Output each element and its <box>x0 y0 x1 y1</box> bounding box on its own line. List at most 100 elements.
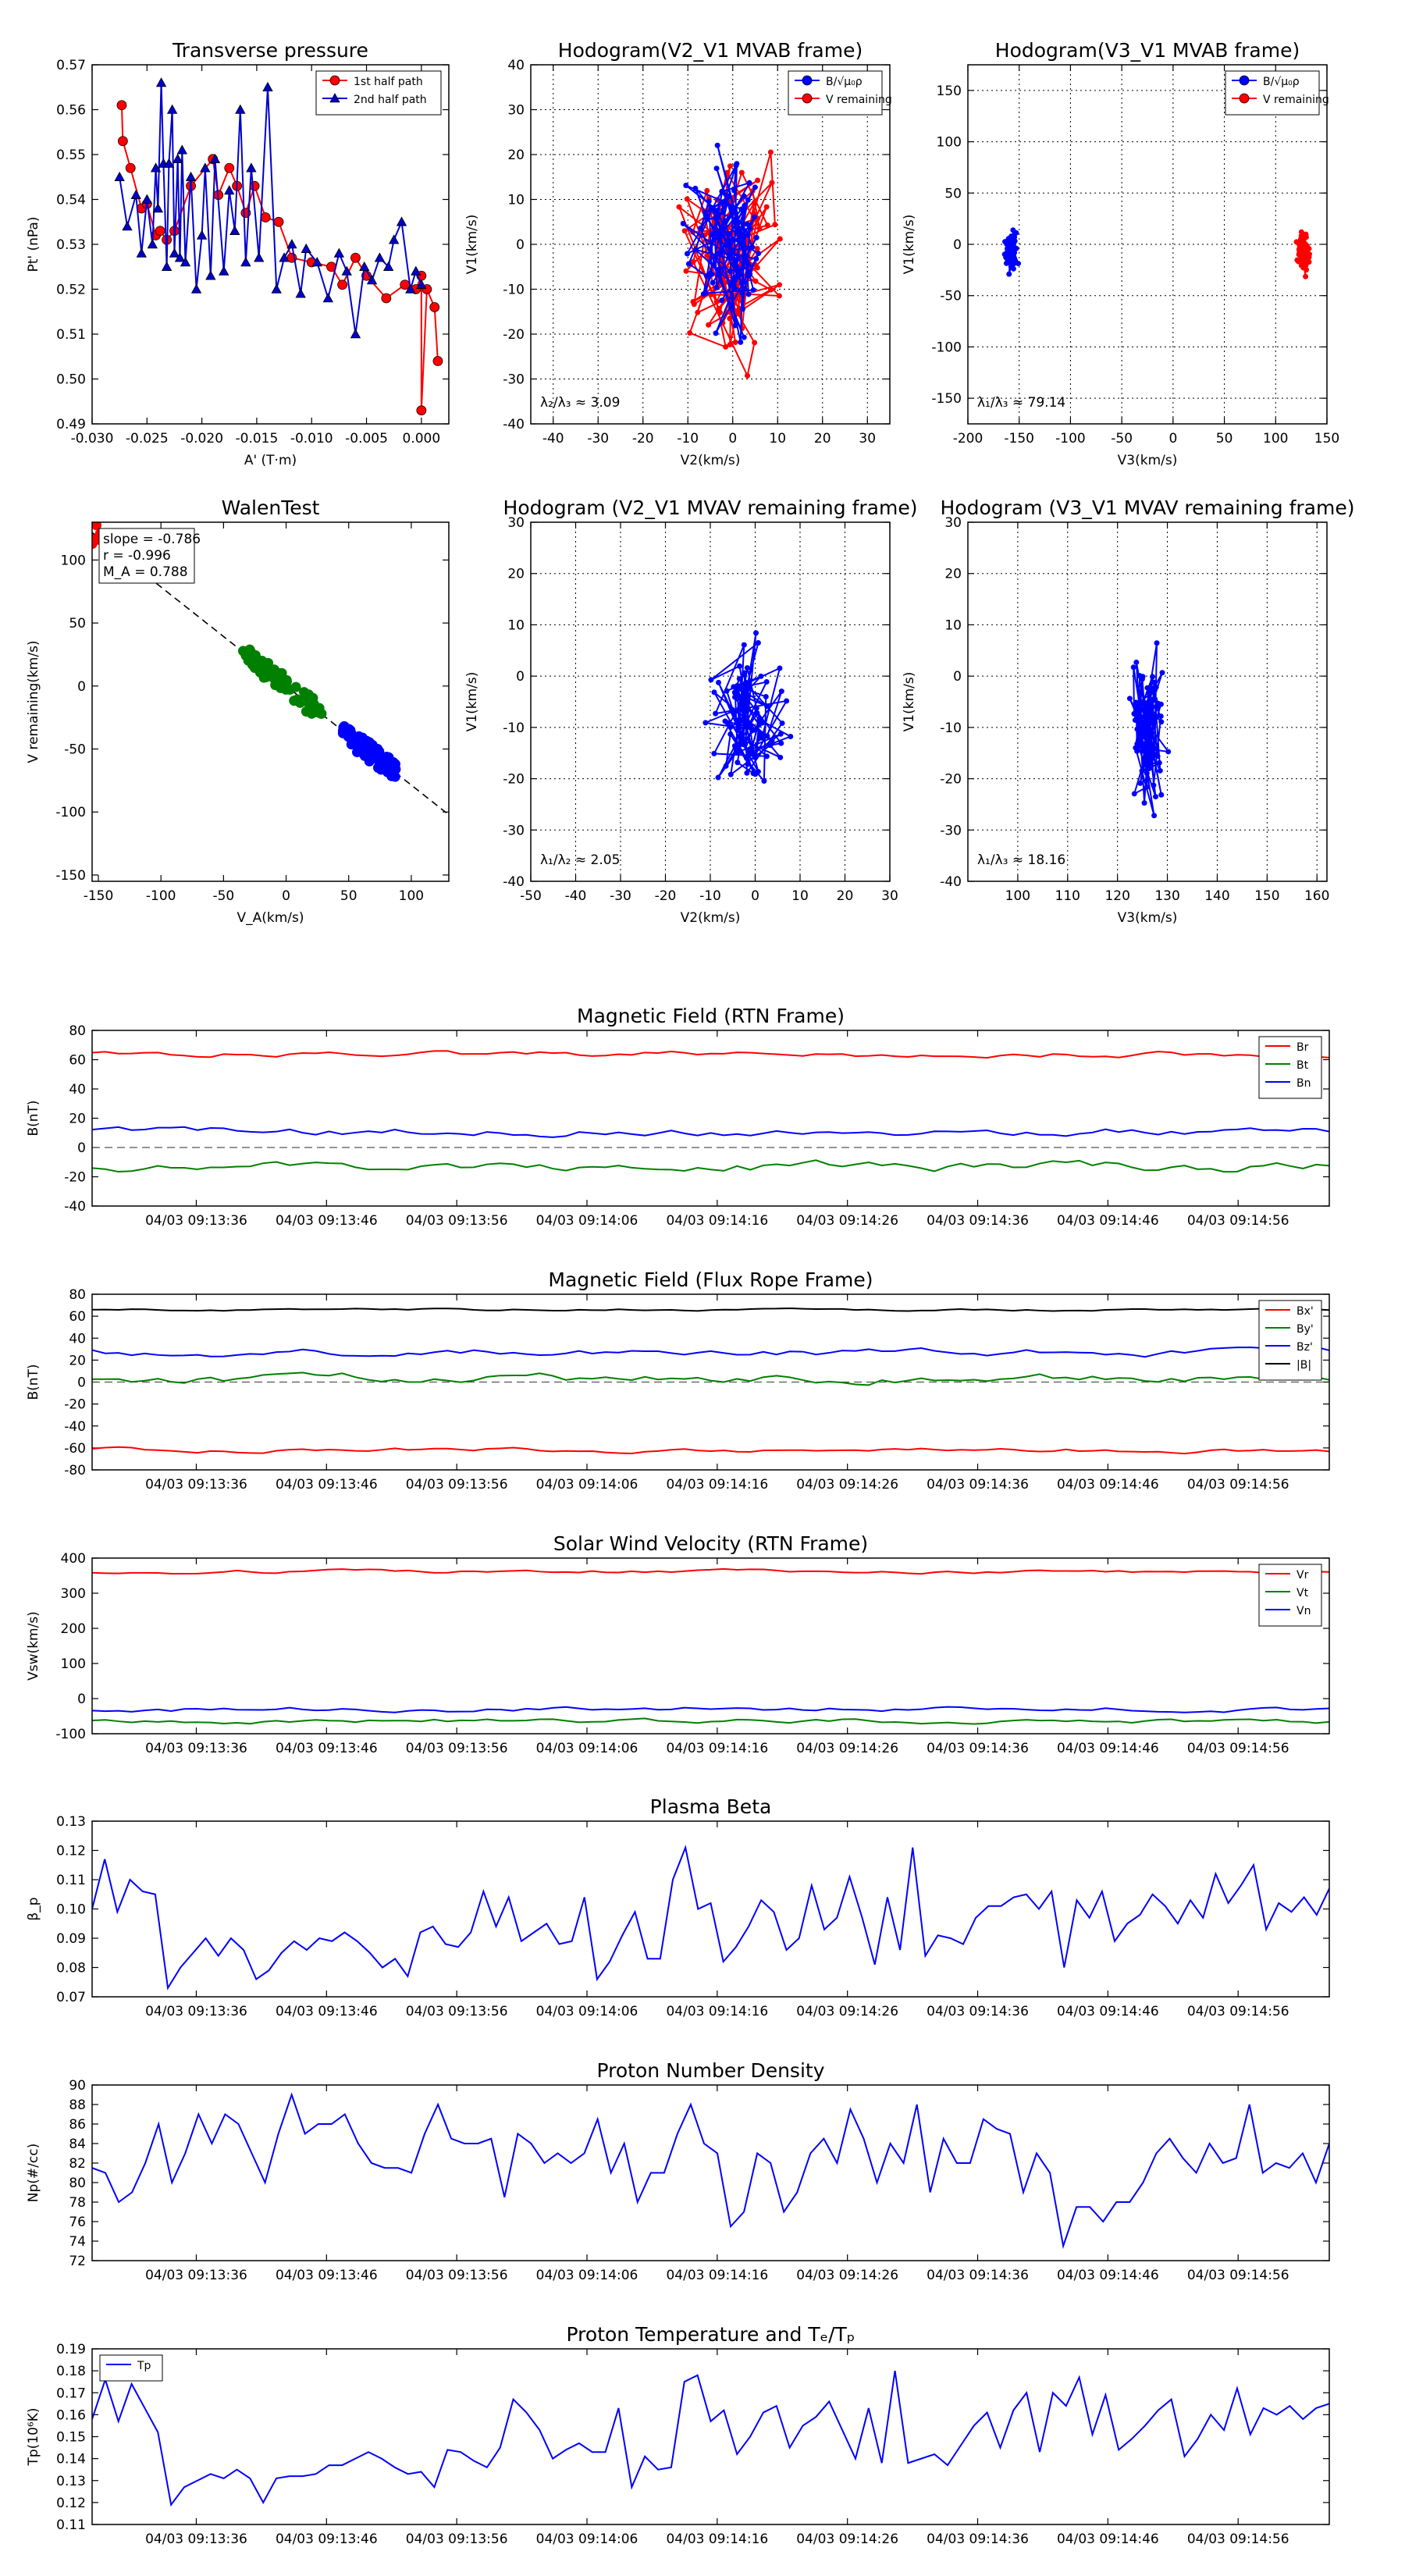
legend-entry: Vn <box>1297 1605 1311 1617</box>
data-point <box>1012 259 1019 265</box>
x-tick-label: -0.015 <box>236 431 279 447</box>
data-point <box>224 185 235 195</box>
x-tick-label: -100 <box>1055 431 1086 447</box>
data-point <box>717 233 723 239</box>
lambda-ratio-annotation: λ₁/λ₃ ≈ 18.16 <box>977 852 1065 868</box>
x-tick-label: 04/03 09:14:36 <box>927 1477 1029 1493</box>
series-line <box>92 1706 1329 1713</box>
data-point <box>224 162 235 173</box>
chart-h4: Hodogram (V3_V1 MVAV remaining frame) -40… <box>902 496 1354 926</box>
data-point <box>752 630 759 636</box>
data-point <box>706 322 712 328</box>
series-line <box>92 1159 1329 1173</box>
x-tick-label: 04/03 09:13:56 <box>406 2268 508 2283</box>
x-axis-label: V3(km/s) <box>1118 453 1178 468</box>
y-axis-label: Np(#/cc) <box>26 2144 41 2202</box>
y-tick-label: -100 <box>55 1727 86 1742</box>
data-point <box>155 226 165 237</box>
data-point <box>209 153 221 163</box>
data-point <box>753 234 759 240</box>
y-tick-label: -80 <box>64 1463 86 1478</box>
data-point <box>752 771 759 777</box>
y-tick-label: 30 <box>507 103 525 119</box>
chart-title: Magnetic Field (Flux Rope Frame) <box>548 1268 873 1291</box>
y-axis-label: V1(km/s) <box>902 215 917 275</box>
legend-entry: Bn <box>1297 1077 1311 1090</box>
data-point <box>1165 749 1172 755</box>
y-tick-label: -20 <box>940 772 962 788</box>
walen-stat: r = -0.996 <box>103 548 171 564</box>
chart-title: Hodogram (V2_V1 MVAV remaining frame) <box>503 496 918 519</box>
y-tick-label: -100 <box>55 805 86 820</box>
data-point <box>755 177 761 183</box>
data-point <box>739 241 745 247</box>
y-tick-label: 86 <box>69 2117 86 2133</box>
data-point <box>728 247 735 253</box>
x-tick-label: -50 <box>520 888 542 904</box>
y-tick-label: 0.53 <box>56 237 86 253</box>
data-point <box>753 705 759 711</box>
y-tick-label: 20 <box>944 567 962 582</box>
data-point <box>714 142 720 148</box>
x-tick-label: 04/03 09:13:46 <box>276 2004 378 2019</box>
data-point <box>1158 701 1164 707</box>
x-tick-label: 04/03 09:14:56 <box>1187 1477 1289 1493</box>
data-point <box>687 330 693 336</box>
data-point <box>727 342 733 348</box>
data-point <box>1151 751 1158 757</box>
data-point <box>690 258 696 265</box>
data-point <box>763 204 770 210</box>
data-point <box>341 265 352 276</box>
data-point <box>704 273 710 279</box>
x-tick-label: -30 <box>587 431 609 447</box>
x-tick-label: -200 <box>953 431 984 447</box>
legend-entry: |B| <box>1297 1359 1311 1372</box>
chart-title: Magnetic Field (RTN Frame) <box>577 1005 845 1027</box>
data-point <box>141 194 152 204</box>
data-point <box>715 212 721 218</box>
data-point <box>1131 710 1137 717</box>
data-point <box>727 315 733 322</box>
x-tick-label: -0.025 <box>126 431 169 447</box>
data-point <box>1134 748 1140 754</box>
y-axis-label: Vsw(km/s) <box>26 1611 41 1681</box>
data-point <box>683 268 689 274</box>
data-point <box>350 252 361 263</box>
data-point <box>196 229 208 240</box>
data-point <box>1299 232 1305 238</box>
y-tick-label: 40 <box>69 1331 86 1347</box>
data-point <box>738 706 744 713</box>
x-tick-label: -50 <box>1111 431 1133 447</box>
data-point <box>429 302 440 312</box>
data-point <box>241 646 252 657</box>
data-point <box>254 252 265 262</box>
y-tick-label: -20 <box>64 1397 86 1413</box>
chart-bfr: Magnetic Field (Flux Rope Frame) -80 -60 -4… <box>26 1268 1330 1493</box>
data-point <box>1139 768 1145 774</box>
y-tick-label: 0.13 <box>56 1814 86 1830</box>
data-point <box>1012 234 1018 240</box>
data-point <box>1154 640 1160 646</box>
data-point <box>713 165 720 172</box>
data-point <box>738 339 744 345</box>
lambda-ratio-annotation: λ₂/λ₃ ≈ 3.09 <box>540 395 620 411</box>
data-point <box>684 196 690 202</box>
data-point <box>1005 255 1012 262</box>
y-tick-label: 0.49 <box>56 417 86 432</box>
y-tick-label: 20 <box>507 148 525 163</box>
y-tick-label: 0.57 <box>56 58 86 73</box>
legend-entry: V remaining <box>1263 94 1329 106</box>
x-tick-label: 100 <box>1263 431 1288 447</box>
data-point <box>777 665 783 671</box>
y-tick-label: 100 <box>61 553 86 568</box>
x-tick-label: 150 <box>1314 431 1339 447</box>
chart-title: Proton Number Density <box>597 2059 825 2082</box>
data-point <box>152 203 164 213</box>
data-point <box>92 539 98 550</box>
data-point <box>736 676 742 682</box>
data-point <box>381 293 392 304</box>
x-tick-label: 20 <box>814 431 831 447</box>
data-point <box>711 689 717 696</box>
x-tick-label: 04/03 09:14:46 <box>1057 2268 1159 2283</box>
data-point <box>745 232 751 238</box>
